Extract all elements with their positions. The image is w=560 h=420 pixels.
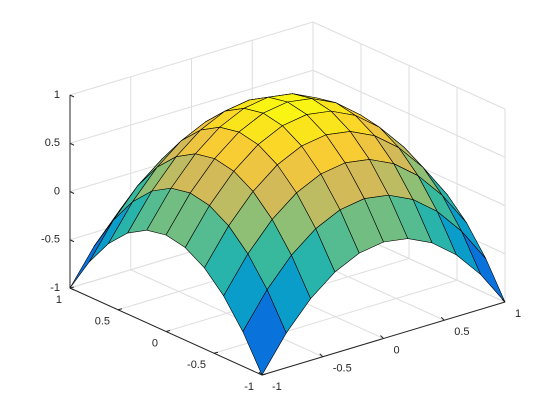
y-tick <box>117 308 123 311</box>
z-tick <box>69 239 75 243</box>
z-tick <box>69 94 75 98</box>
y-tick <box>213 351 219 354</box>
surface-patch <box>247 219 292 290</box>
x-tick-label: 0.5 <box>454 326 469 338</box>
x-tick <box>440 316 445 321</box>
grid-line <box>69 69 314 144</box>
z-tick-label: 1 <box>54 89 60 101</box>
z-tick-label: 0.5 <box>45 137 60 149</box>
z-tick <box>69 142 75 146</box>
y-tick <box>261 373 267 376</box>
surface-patch <box>69 219 114 289</box>
grid-line <box>69 21 314 96</box>
y-tick-label: 0.5 <box>95 316 110 328</box>
y-tick-label: 1 <box>56 294 62 306</box>
z-tick <box>69 191 75 194</box>
x-tick <box>380 335 384 339</box>
surface-patch <box>461 230 506 303</box>
z-tick <box>69 287 75 291</box>
grid-line <box>312 21 506 110</box>
grid-line <box>312 69 506 158</box>
x-tick-label: -1 <box>272 381 282 393</box>
y-tick-label: -0.5 <box>187 359 206 371</box>
x-tick-label: 0 <box>394 344 400 356</box>
z-tick-label: -1 <box>50 282 60 294</box>
x-tick-label: 1 <box>515 308 521 320</box>
x-tick-label: -0.5 <box>333 363 352 375</box>
z-tick-label: 0 <box>54 185 60 197</box>
y-tick-label: -1 <box>244 381 254 393</box>
z-tick-label: -0.5 <box>41 234 60 246</box>
x-tick <box>319 353 324 358</box>
y-tick-label: 0 <box>152 337 158 349</box>
y-tick <box>165 330 171 332</box>
